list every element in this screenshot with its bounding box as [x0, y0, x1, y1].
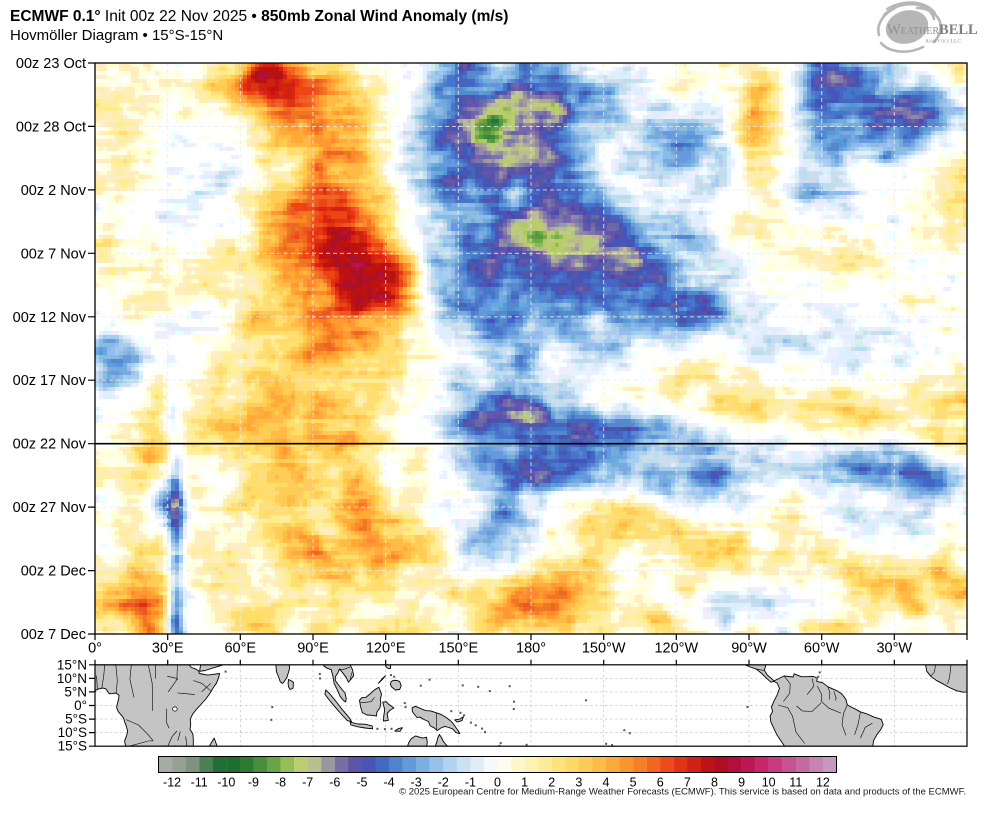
svg-text:5: 5 [630, 776, 637, 790]
svg-text:30°W: 30°W [876, 641, 912, 657]
svg-text:8: 8 [711, 776, 718, 790]
svg-text:-10: -10 [217, 776, 235, 790]
svg-text:ANALYTICS LLC: ANALYTICS LLC [925, 39, 961, 45]
svg-text:-5: -5 [356, 776, 367, 790]
svg-text:10: 10 [762, 776, 776, 790]
svg-text:60°E: 60°E [224, 641, 256, 657]
svg-text:-4: -4 [383, 776, 394, 790]
svg-text:-6: -6 [329, 776, 340, 790]
svg-text:WEATHERBELL: WEATHERBELL [887, 22, 978, 38]
svg-text:-2: -2 [438, 776, 449, 790]
svg-text:5°N: 5°N [64, 684, 87, 699]
svg-text:12: 12 [816, 776, 830, 790]
svg-text:0: 0 [494, 776, 501, 790]
svg-text:150°W: 150°W [582, 641, 626, 657]
svg-text:0°: 0° [88, 641, 102, 657]
svg-text:9: 9 [738, 776, 745, 790]
svg-text:4: 4 [603, 776, 610, 790]
svg-text:30°E: 30°E [152, 641, 184, 657]
svg-text:ECMWF 0.1° Init 00z 22 Nov 202: ECMWF 0.1° Init 00z 22 Nov 2025 • 850mb … [10, 8, 508, 25]
svg-text:00z 23 Oct: 00z 23 Oct [16, 56, 86, 72]
svg-text:7: 7 [684, 776, 691, 790]
svg-text:-8: -8 [275, 776, 286, 790]
svg-text:10°S: 10°S [58, 725, 87, 740]
svg-text:180°: 180° [516, 641, 546, 657]
svg-text:-1: -1 [465, 776, 476, 790]
svg-text:00z 28 Oct: 00z 28 Oct [16, 119, 86, 135]
svg-text:-11: -11 [191, 776, 208, 790]
svg-text:00z 27 Nov: 00z 27 Nov [13, 500, 87, 516]
svg-text:© 2025 European Centre for Med: © 2025 European Centre for Medium-Range … [399, 787, 966, 798]
svg-text:00z 7 Nov: 00z 7 Nov [21, 246, 87, 262]
svg-text:15°S: 15°S [58, 739, 87, 754]
svg-text:00z 2 Nov: 00z 2 Nov [21, 183, 87, 199]
svg-text:00z 22 Nov: 00z 22 Nov [13, 437, 87, 453]
svg-text:120°E: 120°E [366, 641, 406, 657]
svg-text:-3: -3 [411, 776, 422, 790]
svg-text:60°W: 60°W [804, 641, 840, 657]
svg-text:2: 2 [548, 776, 555, 790]
svg-text:10°N: 10°N [57, 671, 87, 686]
svg-text:1: 1 [521, 776, 528, 790]
svg-text:-9: -9 [248, 776, 259, 790]
svg-text:00z 12 Nov: 00z 12 Nov [13, 310, 87, 326]
svg-text:120°W: 120°W [654, 641, 698, 657]
svg-text:6: 6 [657, 776, 664, 790]
svg-text:00z 2 Dec: 00z 2 Dec [21, 564, 86, 580]
svg-text:0°: 0° [74, 698, 87, 713]
svg-text:90°E: 90°E [297, 641, 329, 657]
svg-text:00z 17 Nov: 00z 17 Nov [13, 373, 87, 389]
svg-text:11: 11 [789, 776, 802, 790]
svg-text:15°N: 15°N [57, 657, 87, 672]
svg-text:00z 7 Dec: 00z 7 Dec [21, 627, 86, 643]
svg-text:5°S: 5°S [65, 712, 87, 727]
svg-text:90°W: 90°W [731, 641, 767, 657]
svg-text:-12: -12 [163, 776, 181, 790]
svg-text:3: 3 [575, 776, 582, 790]
svg-text:-7: -7 [302, 776, 313, 790]
svg-text:Hovmöller Diagram • 15°S-15°N: Hovmöller Diagram • 15°S-15°N [10, 27, 223, 44]
svg-text:150°E: 150°E [438, 641, 478, 657]
